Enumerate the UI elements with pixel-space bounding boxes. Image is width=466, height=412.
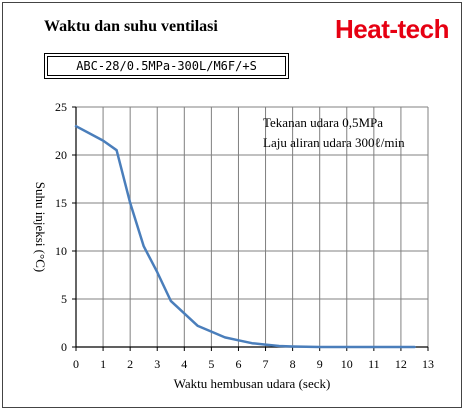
x-tick-label: 10: [341, 357, 353, 371]
annotation-pressure: Tekanan udara 0,5MPa: [263, 115, 383, 130]
x-tick-label: 4: [181, 357, 187, 371]
x-tick-label: 7: [263, 357, 269, 371]
y-tick-label: 5: [61, 292, 67, 306]
model-box: ABC-28/0.5MPa-300L/M6F/+S: [44, 53, 289, 79]
x-tick-label: 8: [290, 357, 296, 371]
x-tick-label: 5: [208, 357, 214, 371]
x-tick-label: 3: [154, 357, 160, 371]
series-line-0: [74, 124, 416, 349]
annotation-flow-rate: Laju aliran udara 300ℓ/min: [263, 135, 405, 150]
x-tick-label: 1: [100, 357, 106, 371]
chart-frame: [2, 2, 462, 408]
x-tick-label: 6: [235, 357, 241, 371]
x-tick-label: 2: [127, 357, 133, 371]
y-axis-title: Suhu injeksi (°C): [33, 182, 48, 272]
x-tick-label: 12: [395, 357, 407, 371]
x-tick-label: 11: [368, 357, 380, 371]
y-tick-label: 15: [55, 196, 67, 210]
y-tick-label: 25: [55, 100, 67, 114]
x-tick-label: 9: [317, 357, 323, 371]
y-tick-label: 0: [61, 340, 67, 354]
x-tick-label: 0: [73, 357, 79, 371]
x-tick-label: 13: [422, 357, 434, 371]
y-tick-label: 10: [55, 244, 67, 258]
chart-title: Waktu dan suhu ventilasi: [44, 18, 218, 35]
grid: [76, 106, 429, 347]
brand-logo: Heat-tech: [335, 14, 449, 44]
y-tick-label: 20: [55, 148, 67, 162]
x-axis-title: Waktu hembusan udara (seck): [174, 376, 331, 391]
model-label: ABC-28/0.5MPa-300L/M6F/+S: [47, 56, 286, 76]
series-layer: [74, 124, 416, 349]
